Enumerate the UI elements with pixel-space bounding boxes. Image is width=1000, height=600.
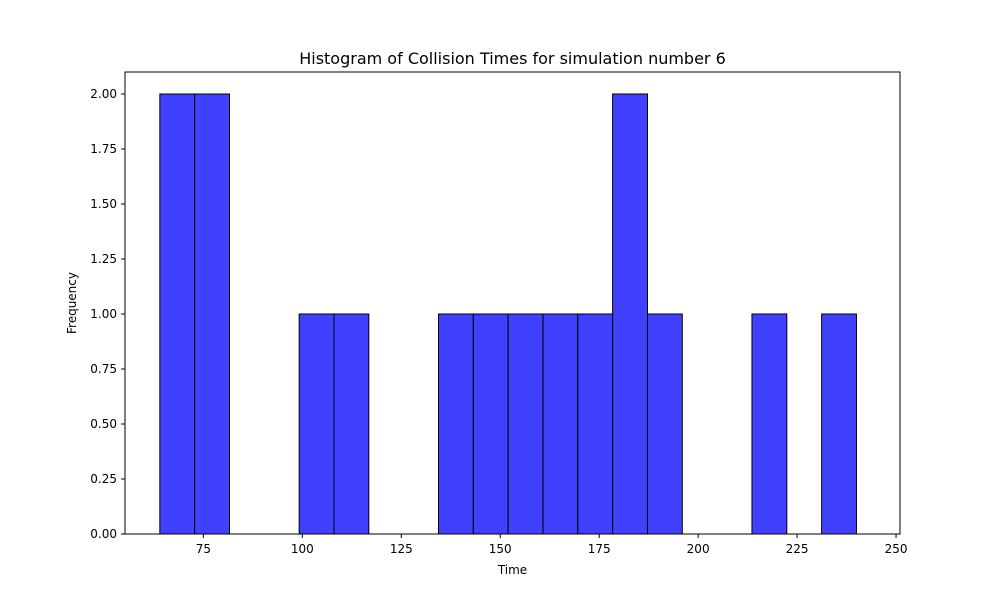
y-tick-label: 1.75 (90, 142, 117, 156)
y-tick-label: 1.00 (90, 307, 117, 321)
y-tick-label: 0.50 (90, 417, 117, 431)
histogram-bar (437, 313, 474, 535)
x-tick-label: 150 (489, 542, 512, 556)
x-axis-label: Time (497, 563, 527, 577)
x-tick-label: 100 (291, 542, 314, 556)
histogram-bar (507, 313, 544, 535)
x-tick-label: 175 (588, 542, 611, 556)
histogram-bar (646, 313, 683, 535)
x-tick-label: 250 (885, 542, 908, 556)
y-tick-label: 2.00 (90, 87, 117, 101)
histogram-bar (751, 313, 788, 535)
x-tick-label: 225 (786, 542, 809, 556)
x-tick-label: 200 (687, 542, 710, 556)
chart-title: Histogram of Collision Times for simulat… (299, 49, 726, 68)
histogram-bar (542, 313, 579, 535)
bars-group (159, 93, 857, 535)
histogram-bar (159, 93, 196, 535)
histogram-bar (472, 313, 509, 535)
x-tick-label: 125 (390, 542, 413, 556)
histogram-bar (333, 313, 370, 535)
x-axis-ticks: 75 100 125 150 175 200 225 250 (196, 534, 908, 556)
y-tick-label: 0.75 (90, 362, 117, 376)
y-tick-label: 1.50 (90, 197, 117, 211)
plot-frame (124, 71, 901, 535)
histogram-bar (821, 313, 857, 535)
y-tick-label: 0.25 (90, 472, 117, 486)
y-axis-ticks: 0.00 0.25 0.50 0.75 1.00 1.25 1.50 1.75 2.00 (90, 87, 125, 541)
histogram-bar (298, 313, 335, 535)
histogram-bar (577, 313, 614, 535)
y-axis-label: Frequency (65, 272, 79, 334)
x-tick-label: 75 (196, 542, 211, 556)
histogram-bar (612, 93, 648, 535)
y-tick-label: 0.00 (90, 527, 117, 541)
histogram-bar (194, 93, 230, 535)
y-tick-label: 1.25 (90, 252, 117, 266)
